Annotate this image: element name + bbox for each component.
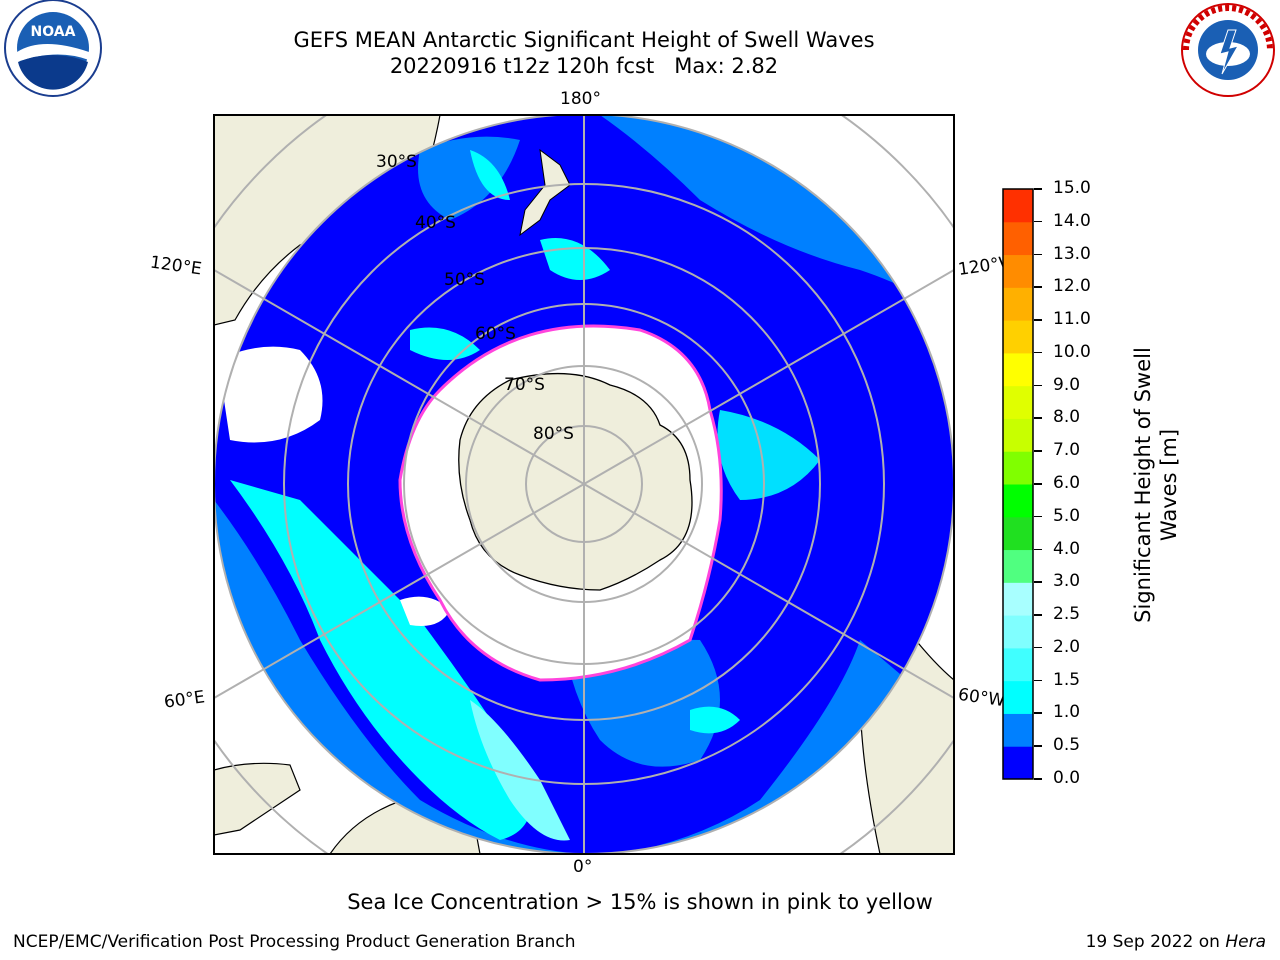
- lon-label-180: 180°: [560, 89, 601, 109]
- colorbar-tick-label: 1.0: [1053, 702, 1081, 723]
- colorbar-tick-mark: [1034, 483, 1042, 485]
- footer-host: Hera: [1225, 932, 1266, 952]
- colorbar-tick-mark: [1034, 778, 1042, 780]
- colorbar-tick-mark: [1034, 745, 1042, 747]
- lat-label-70s: 70°S: [504, 375, 545, 395]
- colorbar-tick-label: 5.0: [1053, 505, 1081, 526]
- lat-label-40s: 40°S: [415, 213, 456, 233]
- colorbar-tick-label: 14.0: [1053, 210, 1091, 231]
- colorbar-tick-mark: [1034, 712, 1042, 714]
- colorbar-segment: [1003, 287, 1033, 321]
- colorbar-segment: [1003, 746, 1033, 780]
- colorbar-segment: [1003, 189, 1033, 223]
- lat-label-60s: 60°S: [475, 324, 516, 344]
- colorbar-tick-mark: [1034, 646, 1042, 649]
- sea-ice-caption: Sea Ice Concentration > 15% is shown in …: [347, 890, 933, 914]
- colorbar-tick-mark: [1034, 614, 1042, 616]
- colorbar-segment: [1003, 352, 1033, 387]
- map-title: GEFS MEAN Antarctic Significant Height o…: [293, 28, 875, 52]
- colorbar-segment: [1003, 221, 1033, 256]
- colorbar-tick-label: 0.5: [1053, 735, 1081, 756]
- colorbar-tick-label: 12.0: [1053, 276, 1091, 297]
- graticule: [214, 115, 954, 854]
- colorbar-tick-mark: [1034, 417, 1042, 419]
- land-antarctica: [458, 372, 693, 591]
- colorbar-tick-label: 10.0: [1053, 341, 1091, 362]
- colorbar-tick-mark: [1034, 253, 1042, 256]
- colorbar-segment: [1003, 713, 1033, 747]
- colorbar-tick-mark: [1034, 351, 1042, 354]
- colorbar-tick-label: 0.0: [1053, 768, 1081, 788]
- colorbar-tick-mark: [1034, 515, 1042, 518]
- map-subtitle: 20220916 t12z 120h fcst Max: 2.82: [389, 54, 779, 78]
- colorbar-tick-label: 2.5: [1053, 604, 1081, 625]
- lat-label-50s: 50°S: [444, 270, 485, 290]
- colorbar-segment: [1003, 418, 1033, 452]
- colorbar-tick-label: 11.0: [1053, 309, 1091, 330]
- land-africa: [214, 762, 301, 836]
- colorbar-segment: [1003, 320, 1033, 354]
- colorbar-tick-mark: [1034, 548, 1042, 551]
- colorbar-segment: [1003, 254, 1033, 288]
- colorbar-tick-label: 1.5: [1053, 669, 1081, 690]
- lat-label-30s: 30°S: [376, 152, 417, 172]
- colorbar-segment: [1003, 582, 1033, 616]
- colorbar-tick-label: 13.0: [1053, 243, 1091, 264]
- colorbar-tick-label: 3.0: [1053, 571, 1081, 592]
- colorbar-tick-mark: [1034, 581, 1042, 583]
- colorbar-frame: [1002, 188, 1034, 780]
- map-frame: [213, 114, 955, 855]
- noaa-logo-text: NOAA: [31, 24, 76, 40]
- colorbar-segment: [1003, 451, 1033, 485]
- colorbar-segment: [1003, 680, 1033, 714]
- colorbar-tick-label: 6.0: [1053, 473, 1081, 493]
- colorbar-tick-mark: [1034, 679, 1042, 682]
- colorbar-tick-mark: [1034, 188, 1042, 190]
- colorbar-label: Significant Height of Swell Waves [m]: [1131, 347, 1181, 623]
- footer-date: 19 Sep 2022 on Hera: [1086, 932, 1266, 952]
- colorbar-segment: [1003, 647, 1033, 682]
- colorbar-segment: [1003, 549, 1033, 583]
- colorbar-segment: [1003, 484, 1033, 518]
- colorbar-tick-label: 2.0: [1053, 636, 1081, 657]
- colorbar-tick-label: 8.0: [1053, 407, 1081, 428]
- noaa-logo: NOAA: [4, 0, 102, 97]
- colorbar: [1002, 188, 1034, 780]
- colorbar-tick-mark: [1034, 319, 1042, 321]
- footer-credit: NCEP/EMC/Verification Post Processing Pr…: [13, 932, 576, 952]
- colorbar-segment: [1003, 516, 1033, 551]
- footer-date-text: 19 Sep 2022 on: [1085, 932, 1226, 952]
- colorbar-tick-label: 7.0: [1053, 440, 1081, 461]
- colorbar-tick-label: 4.0: [1053, 538, 1081, 559]
- colorbar-segment: [1003, 615, 1033, 649]
- colorbar-tick-mark: [1034, 286, 1042, 288]
- nws-logo: [1181, 3, 1275, 97]
- colorbar-tick-mark: [1034, 384, 1042, 387]
- lat-label-80s: 80°S: [533, 424, 574, 444]
- colorbar-tick-mark: [1034, 450, 1042, 452]
- colorbar-tick-label: 15.0: [1053, 178, 1091, 198]
- lon-label-0: 0°: [573, 857, 593, 877]
- colorbar-tick-label: 9.0: [1053, 374, 1081, 395]
- colorbar-segment: [1003, 385, 1033, 419]
- colorbar-tick-mark: [1034, 220, 1042, 223]
